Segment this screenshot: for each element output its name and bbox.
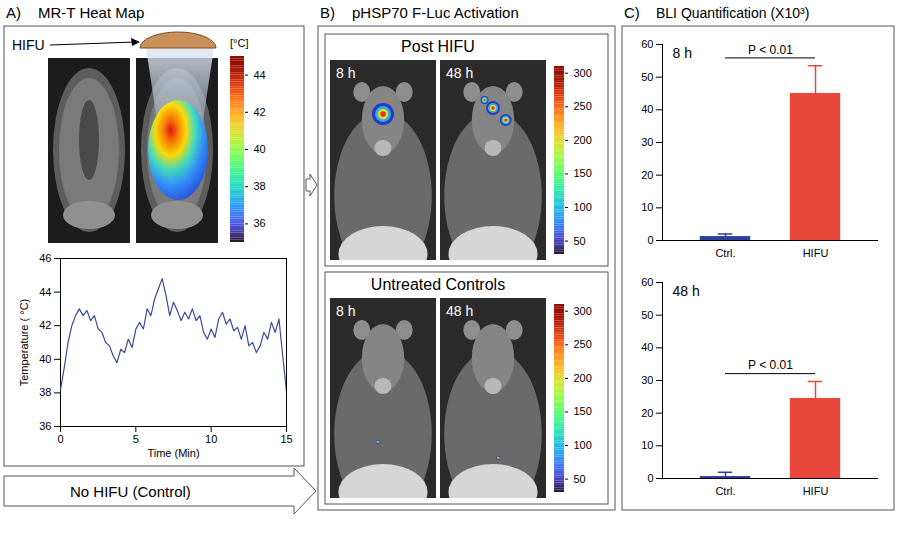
svg-text:HIFU: HIFU <box>803 485 829 497</box>
svg-text:8 h: 8 h <box>336 65 355 81</box>
svg-text:BLI Quantification (X10³): BLI Quantification (X10³) <box>656 5 809 21</box>
svg-text:30: 30 <box>641 136 653 148</box>
svg-text:C): C) <box>624 4 640 21</box>
svg-text:50: 50 <box>574 235 586 247</box>
svg-text:Untreated Controls: Untreated Controls <box>371 276 505 293</box>
svg-text:HIFU: HIFU <box>12 37 45 53</box>
svg-text:100: 100 <box>574 439 592 451</box>
svg-text:44: 44 <box>39 286 51 298</box>
svg-text:60: 60 <box>641 276 653 288</box>
svg-text:50: 50 <box>574 473 586 485</box>
svg-text:HIFU: HIFU <box>803 247 829 259</box>
svg-text:0: 0 <box>647 472 653 484</box>
svg-text:MR-T Heat Map: MR-T Heat Map <box>38 4 144 21</box>
svg-text:250: 250 <box>574 338 592 350</box>
svg-text:48 h: 48 h <box>446 65 473 81</box>
svg-text:No HIFU (Control): No HIFU (Control) <box>70 483 191 500</box>
svg-text:Post HIFU: Post HIFU <box>401 38 475 55</box>
svg-text:48 h: 48 h <box>673 283 700 299</box>
svg-text:P < 0.01: P < 0.01 <box>748 43 793 57</box>
svg-text:10: 10 <box>641 201 653 213</box>
svg-text:10: 10 <box>205 433 217 445</box>
svg-text:100: 100 <box>574 201 592 213</box>
svg-text:42: 42 <box>254 106 266 118</box>
svg-text:38: 38 <box>39 386 51 398</box>
svg-text:150: 150 <box>574 405 592 417</box>
svg-text:pHSP70 F-Luc Activation: pHSP70 F-Luc Activation <box>352 4 519 21</box>
svg-text:10: 10 <box>641 439 653 451</box>
svg-text:36: 36 <box>39 420 51 432</box>
svg-text:42: 42 <box>39 319 51 331</box>
svg-text:38: 38 <box>254 180 266 192</box>
svg-text:A): A) <box>6 4 21 21</box>
svg-text:46: 46 <box>39 252 51 264</box>
svg-text:5: 5 <box>133 433 139 445</box>
svg-text:20: 20 <box>641 407 653 419</box>
svg-text:15: 15 <box>280 433 292 445</box>
svg-text:30: 30 <box>641 374 653 386</box>
svg-text:Ctrl.: Ctrl. <box>715 247 735 259</box>
svg-text:40: 40 <box>254 143 266 155</box>
svg-text:50: 50 <box>641 309 653 321</box>
svg-text:Ctrl.: Ctrl. <box>715 485 735 497</box>
svg-text:0: 0 <box>57 433 63 445</box>
svg-text:200: 200 <box>574 372 592 384</box>
svg-text:60: 60 <box>641 38 653 50</box>
svg-text:150: 150 <box>574 167 592 179</box>
svg-text:40: 40 <box>641 103 653 115</box>
svg-text:44: 44 <box>254 69 266 81</box>
svg-text:P < 0.01: P < 0.01 <box>748 358 793 372</box>
svg-text:36: 36 <box>254 217 266 229</box>
svg-text:20: 20 <box>641 169 653 181</box>
svg-text:50: 50 <box>641 71 653 83</box>
svg-text:200: 200 <box>574 134 592 146</box>
svg-text:8 h: 8 h <box>336 303 355 319</box>
svg-text:8 h: 8 h <box>673 45 692 61</box>
svg-text:300: 300 <box>574 305 592 317</box>
svg-text:Temperature ( °C): Temperature ( °C) <box>18 299 30 387</box>
svg-text:B): B) <box>320 4 335 21</box>
svg-text:250: 250 <box>574 100 592 112</box>
svg-text:40: 40 <box>39 353 51 365</box>
svg-text:Time (Min): Time (Min) <box>147 447 199 459</box>
svg-text:[°C]: [°C] <box>230 37 248 49</box>
svg-text:300: 300 <box>574 67 592 79</box>
svg-text:48 h: 48 h <box>446 303 473 319</box>
svg-text:40: 40 <box>641 341 653 353</box>
svg-text:0: 0 <box>647 234 653 246</box>
